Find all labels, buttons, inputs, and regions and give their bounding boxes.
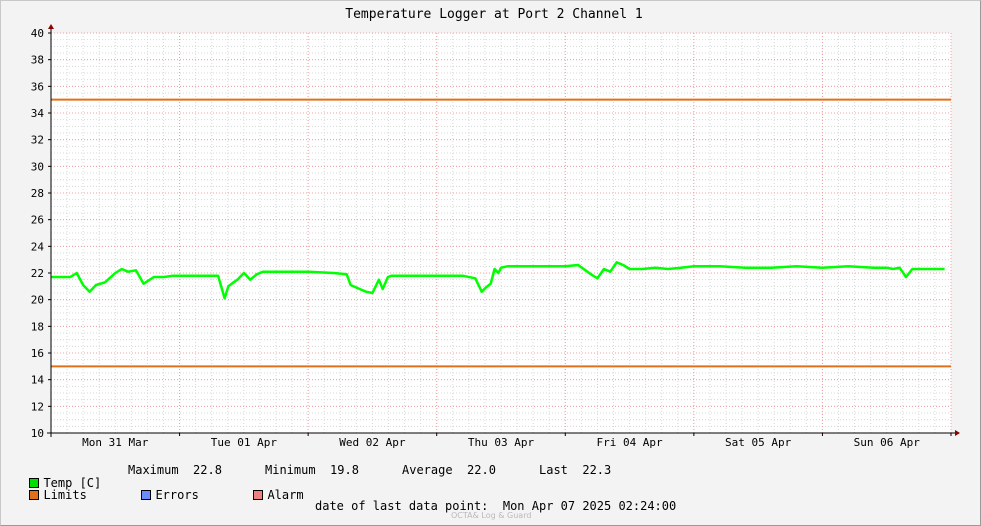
minimum-label: Minimum	[265, 463, 316, 477]
y-tick-label: 18	[31, 320, 44, 333]
y-tick-label: 16	[31, 347, 44, 360]
legend-row-1: Temp [C]	[15, 464, 101, 490]
x-tick-label: Sat 05 Apr	[725, 436, 792, 449]
last-label: Last	[539, 463, 568, 477]
minimum-value: 19.8	[330, 463, 359, 477]
maximum-value: 22.8	[193, 463, 222, 477]
legend-temp-label: Temp [C]	[43, 476, 102, 490]
legend-limits: Limits	[15, 476, 87, 502]
minor-grid	[50, 32, 952, 434]
y-tick-label: 24	[31, 240, 45, 253]
y-axis-arrow	[48, 24, 54, 29]
y-tick-label: 28	[31, 187, 44, 200]
temperature-chart: 10 12 14 16 18 20 22 24 26 28 30 32 34 36 38 40 Mon 31 …	[31, 7, 960, 449]
legend-errors: Errors	[127, 476, 199, 502]
legend-limits-label: Limits	[43, 488, 87, 502]
axes	[47, 24, 960, 437]
x-axis-arrow	[955, 430, 960, 436]
watermark: OCTA& Log & Guard	[451, 511, 532, 520]
average-value: 22.0	[467, 463, 496, 477]
x-tick-label: Wed 02 Apr	[339, 436, 406, 449]
y-tick-label: 10	[31, 427, 44, 440]
x-tick-label: Thu 03 Apr	[468, 436, 535, 449]
limit-lines	[51, 98, 951, 368]
y-tick-label: 20	[31, 294, 44, 307]
legend-last: Last 22.3	[539, 464, 611, 477]
x-tick-labels: Mon 31 Mar Tue 01 Apr Wed 02 Apr Thu 03 Apr…	[82, 436, 920, 449]
y-tick-label: 14	[31, 374, 45, 387]
x-tick-label: Fri 04 Apr	[596, 436, 663, 449]
series-line-temp	[51, 261, 945, 300]
last-data-point: date of last data point: Mon Apr 07 2025…	[315, 499, 676, 513]
legend-alarm: Alarm	[239, 476, 304, 502]
legend-alarm-label: Alarm	[267, 488, 304, 502]
chart-title: Temperature Logger at Port 2 Channel 1	[345, 7, 642, 22]
y-tick-label: 26	[31, 214, 44, 227]
x-tick-label: Tue 01 Apr	[211, 436, 278, 449]
y-tick-label: 12	[31, 400, 44, 413]
legend-errors-label: Errors	[155, 488, 199, 502]
alarm-swatch	[253, 490, 264, 500]
legend-maximum: Maximum 22.8	[128, 464, 222, 477]
last-point-label: date of last data point:	[315, 499, 489, 513]
y-tick-label: 22	[31, 267, 44, 280]
y-tick-labels: 10 12 14 16 18 20 22 24 26 28 30 32 34 36 38 40	[31, 27, 45, 440]
maximum-label: Maximum	[128, 463, 179, 477]
y-tick-label: 30	[31, 160, 44, 173]
last-value: 22.3	[582, 463, 612, 477]
x-tick-label: Mon 31 Mar	[82, 436, 149, 449]
limits-swatch	[29, 490, 40, 500]
x-tick-label: Sun 06 Apr	[854, 436, 921, 449]
y-tick-label: 38	[31, 54, 44, 67]
average-label: Average	[402, 463, 453, 477]
legend-average: Average 22.0	[402, 464, 496, 477]
errors-swatch	[141, 490, 152, 500]
y-tick-label: 34	[31, 107, 45, 120]
y-tick-label: 40	[31, 27, 44, 40]
series-layer	[51, 261, 945, 300]
temp-swatch	[29, 478, 40, 488]
legend-minimum: Minimum 19.8	[265, 464, 359, 477]
y-tick-label: 32	[31, 134, 44, 147]
last-point-value: Mon Apr 07 2025 02:24:00	[502, 499, 677, 513]
y-tick-label: 36	[31, 80, 44, 93]
